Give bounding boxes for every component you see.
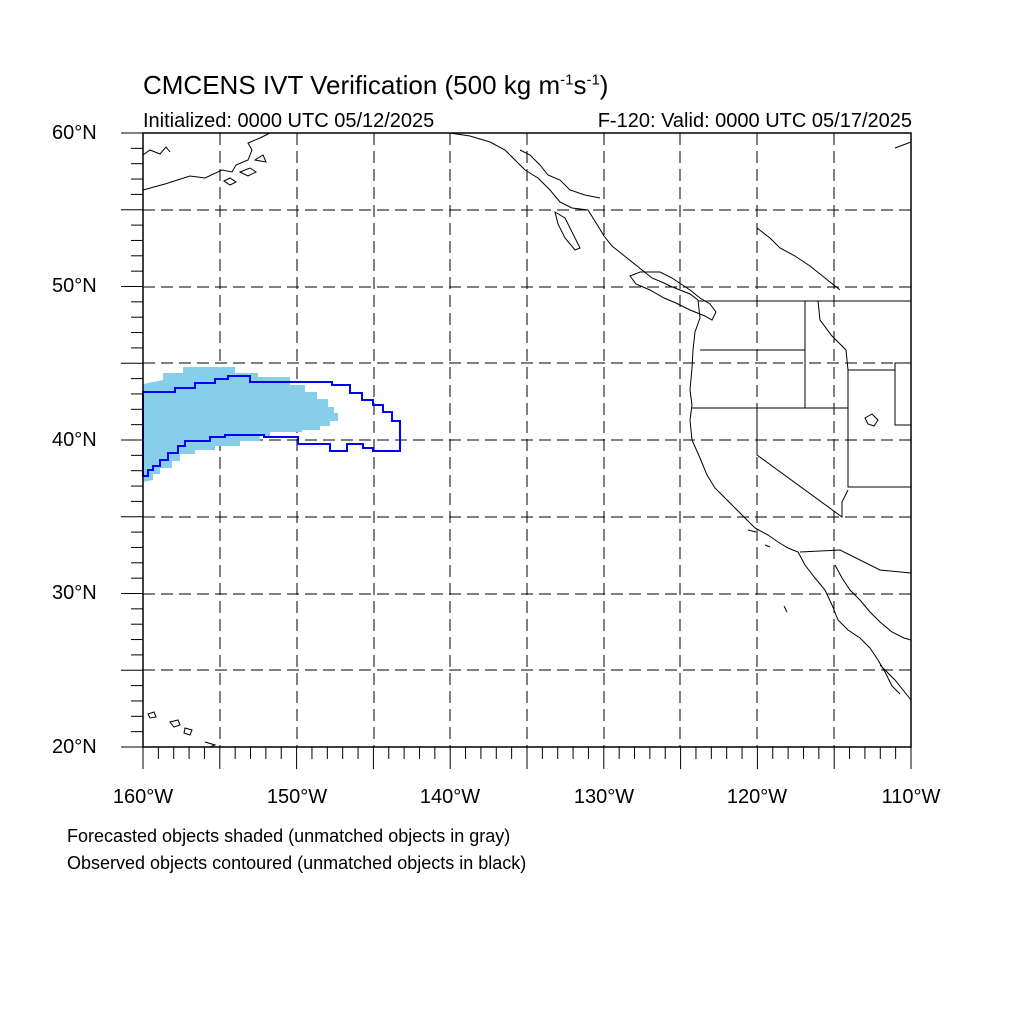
forecast-footnote: Forecasted objects shaded (unmatched obj… xyxy=(67,826,511,846)
lat-label-40n: 40°N xyxy=(52,429,97,451)
observed-footnote: Observed objects contoured (unmatched ob… xyxy=(67,853,527,873)
lon-label-110w: 110°W xyxy=(881,786,941,808)
lon-label-130w: 130°W xyxy=(573,786,635,808)
map-frame xyxy=(142,132,912,748)
valid-time-label: F-120: Valid: 0000 UTC 05/17/2025 xyxy=(597,110,912,132)
lon-label-150w: 150°W xyxy=(266,786,328,808)
forecast-ivt-object xyxy=(143,367,338,482)
init-time-label: Initialized: 0000 UTC 05/12/2025 xyxy=(143,110,435,132)
lat-label-60n: 60°N xyxy=(52,122,97,144)
coastlines-and-borders xyxy=(142,132,912,748)
observed-ivt-contour xyxy=(142,375,401,477)
lat-label-20n: 20°N xyxy=(52,736,97,758)
lon-label-160w: 160°W xyxy=(112,786,174,808)
lat-label-30n: 30°N xyxy=(52,582,97,604)
axis-ticks xyxy=(121,132,912,769)
lat-label-50n: 50°N xyxy=(52,275,97,297)
lon-label-120w: 120°W xyxy=(726,786,788,808)
lon-label-140w: 140°W xyxy=(419,786,481,808)
chart-title: CMCENS IVT Verification (500 kg m-1s-1) xyxy=(143,70,609,100)
